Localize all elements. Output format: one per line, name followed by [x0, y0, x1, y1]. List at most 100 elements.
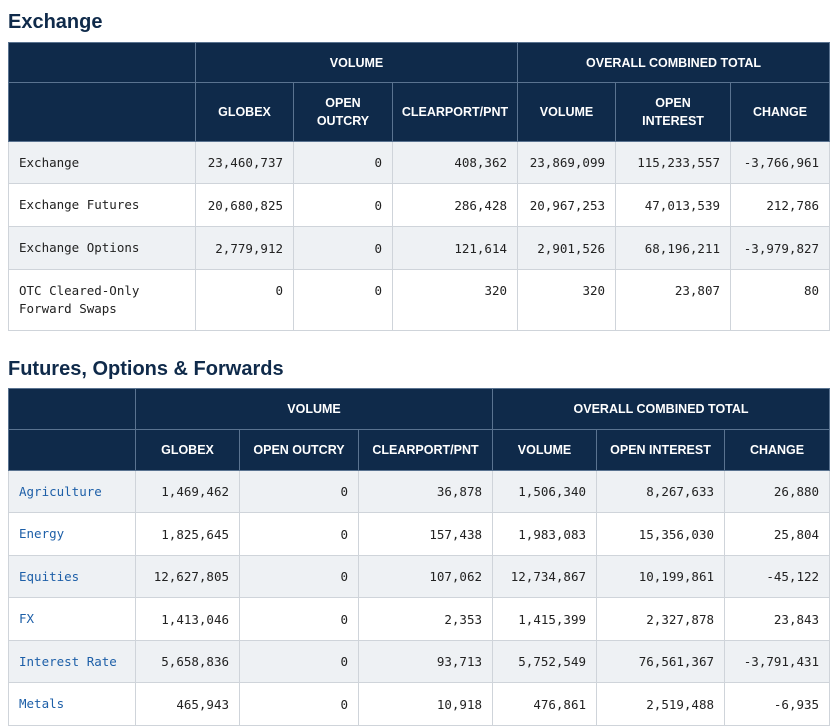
- label-column-header: [8, 82, 196, 142]
- open-interest-cell: 15,356,030: [596, 512, 726, 556]
- volume-cell: 2,901,526: [517, 226, 617, 270]
- open-outcry-cell: 0: [293, 183, 393, 227]
- open-interest-cell: 47,013,539: [615, 183, 732, 227]
- clearport-cell: 2,353: [357, 597, 494, 641]
- clearport-cell: 408,362: [391, 141, 519, 184]
- exchange-volume-table: VOLUME OVERALL COMBINED TOTAL GLOBEX OPE…: [8, 42, 831, 331]
- open-interest-cell: 8,267,633: [596, 470, 726, 513]
- change-cell: -3,766,961: [730, 141, 831, 184]
- globex-column-header: GLOBEX: [135, 429, 240, 471]
- open-interest-cell: 2,519,488: [596, 682, 726, 726]
- overall-group-header: OVERALL COMBINED TOTAL: [492, 388, 831, 430]
- globex-cell: 1,469,462: [135, 470, 240, 513]
- table-row: Equities 12,627,805 0 107,062 12,734,867…: [8, 555, 831, 598]
- change-cell: 212,786: [730, 183, 831, 227]
- volume-cell: 5,752,549: [492, 640, 598, 683]
- change-cell: 80: [730, 269, 831, 331]
- open-outcry-cell: 0: [239, 597, 359, 641]
- change-cell: -6,935: [724, 682, 831, 726]
- clearport-cell: 107,062: [357, 555, 494, 598]
- change-cell: 25,804: [724, 512, 831, 556]
- table-row: Exchange Futures 20,680,825 0 286,428 20…: [8, 183, 831, 227]
- table-row: Agriculture 1,469,462 0 36,878 1,506,340…: [8, 470, 831, 513]
- clearport-cell: 157,438: [357, 512, 494, 556]
- row-label: Exchange Options: [8, 226, 196, 270]
- asset-class-link-equities[interactable]: Equities: [8, 555, 136, 598]
- globex-cell: 2,779,912: [195, 226, 294, 270]
- open-outcry-cell: 0: [293, 269, 393, 331]
- open-interest-column-header: OPEN INTEREST: [615, 82, 732, 142]
- table-row: OTC Cleared-Only Forward Swaps 0 0 320 3…: [8, 269, 831, 331]
- open-interest-cell: 23,807: [615, 269, 732, 331]
- change-cell: 26,880: [724, 470, 831, 513]
- clearport-column-header: CLEARPORT/PNT: [357, 429, 494, 471]
- corner-header: [8, 388, 136, 430]
- asset-class-link-fx[interactable]: FX: [8, 597, 136, 641]
- open-outcry-column-header: OPEN OUTCRY: [293, 82, 393, 142]
- label-column-header: [8, 429, 136, 471]
- row-label: Exchange Futures: [8, 183, 196, 227]
- open-interest-cell: 2,327,878: [596, 597, 726, 641]
- volume-group-header: VOLUME: [134, 388, 494, 430]
- table-row: FX 1,413,046 0 2,353 1,415,399 2,327,878…: [8, 597, 831, 641]
- globex-cell: 0: [195, 269, 294, 331]
- globex-cell: 20,680,825: [195, 183, 294, 227]
- table-row: Exchange 23,460,737 0 408,362 23,869,099…: [8, 141, 831, 184]
- clearport-cell: 93,713: [357, 640, 494, 683]
- change-cell: 23,843: [724, 597, 831, 641]
- clearport-cell: 320: [391, 269, 519, 331]
- table-row: Interest Rate 5,658,836 0 93,713 5,752,5…: [8, 640, 831, 683]
- open-interest-cell: 68,196,211: [615, 226, 732, 270]
- asset-class-link-interest-rate[interactable]: Interest Rate: [8, 640, 136, 683]
- open-interest-column-header: OPEN INTEREST: [596, 429, 726, 471]
- volume-group-header: VOLUME: [194, 42, 519, 83]
- volume-cell: 1,506,340: [492, 470, 598, 513]
- clearport-cell: 121,614: [391, 226, 519, 270]
- volume-cell: 476,861: [492, 682, 598, 726]
- open-interest-cell: 115,233,557: [615, 141, 732, 184]
- change-cell: -45,122: [724, 555, 831, 598]
- open-outcry-cell: 0: [293, 226, 393, 270]
- table-row: Metals 465,943 0 10,918 476,861 2,519,48…: [8, 682, 831, 726]
- volume-cell: 320: [517, 269, 617, 331]
- open-outcry-cell: 0: [239, 682, 359, 726]
- table-row: Exchange Options 2,779,912 0 121,614 2,9…: [8, 226, 831, 270]
- open-outcry-cell: 0: [239, 512, 359, 556]
- open-outcry-cell: 0: [239, 555, 359, 598]
- volume-column-header: VOLUME: [492, 429, 598, 471]
- asset-class-link-energy[interactable]: Energy: [8, 512, 136, 556]
- volume-cell: 12,734,867: [492, 555, 598, 598]
- open-interest-cell: 10,199,861: [596, 555, 726, 598]
- volume-cell: 1,415,399: [492, 597, 598, 641]
- open-outcry-cell: 0: [239, 640, 359, 683]
- globex-cell: 12,627,805: [135, 555, 240, 598]
- volume-column-header: VOLUME: [517, 82, 617, 142]
- exchange-section-title: Exchange: [8, 11, 103, 33]
- open-outcry-cell: 0: [239, 470, 359, 513]
- open-outcry-cell: 0: [293, 141, 393, 184]
- globex-cell: 1,413,046: [135, 597, 240, 641]
- asset-class-link-metals[interactable]: Metals: [8, 682, 136, 726]
- clearport-cell: 36,878: [357, 470, 494, 513]
- globex-cell: 1,825,645: [135, 512, 240, 556]
- overall-group-header: OVERALL COMBINED TOTAL: [517, 42, 831, 83]
- open-outcry-column-header: OPEN OUTCRY: [239, 429, 359, 471]
- table-row: Energy 1,825,645 0 157,438 1,983,083 15,…: [8, 512, 831, 556]
- change-column-header: CHANGE: [730, 82, 831, 142]
- corner-header: [8, 42, 196, 83]
- clearport-cell: 286,428: [391, 183, 519, 227]
- globex-column-header: GLOBEX: [195, 82, 294, 142]
- row-label: OTC Cleared-Only Forward Swaps: [8, 269, 196, 331]
- fof-section-title: Futures, Options & Forwards: [8, 358, 284, 380]
- change-cell: -3,979,827: [730, 226, 831, 270]
- clearport-column-header: CLEARPORT/PNT: [391, 82, 519, 142]
- fof-volume-table: VOLUME OVERALL COMBINED TOTAL GLOBEX OPE…: [8, 388, 831, 726]
- volume-cell: 23,869,099: [517, 141, 617, 184]
- asset-class-link-agriculture[interactable]: Agriculture: [8, 470, 136, 513]
- change-column-header: CHANGE: [724, 429, 831, 471]
- open-interest-cell: 76,561,367: [596, 640, 726, 683]
- globex-cell: 23,460,737: [195, 141, 294, 184]
- volume-cell: 1,983,083: [492, 512, 598, 556]
- clearport-cell: 10,918: [357, 682, 494, 726]
- volume-cell: 20,967,253: [517, 183, 617, 227]
